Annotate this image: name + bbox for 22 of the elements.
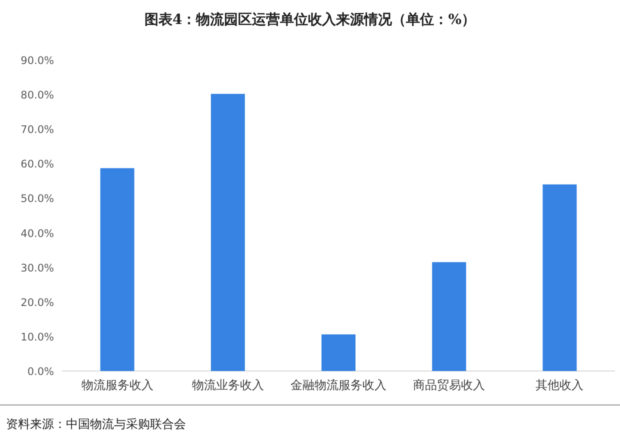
bar bbox=[542, 184, 577, 371]
y-tick-label: 10.0% bbox=[20, 331, 54, 344]
x-tick-label: 其他收入 bbox=[536, 378, 584, 392]
x-tick-label: 商品贸易收入 bbox=[413, 378, 486, 392]
x-tick-label: 物流服务收入 bbox=[81, 378, 154, 392]
y-tick-label: 40.0% bbox=[20, 228, 54, 240]
y-tick-label: 80.0% bbox=[20, 90, 54, 102]
chart-title: 图表4：物流园区运营单位收入来源情况（单位：%） bbox=[144, 11, 476, 28]
y-tick-label: 50.0% bbox=[20, 193, 54, 206]
y-tick-label: 0.0% bbox=[27, 366, 54, 378]
y-tick-label: 30.0% bbox=[20, 262, 54, 274]
y-tick-label: 70.0% bbox=[20, 124, 54, 136]
x-tick-label: 物流业务收入 bbox=[192, 378, 264, 392]
y-tick-label: 60.0% bbox=[20, 158, 54, 171]
bar bbox=[210, 94, 245, 371]
bar bbox=[100, 168, 134, 371]
bar bbox=[432, 262, 466, 371]
bar bbox=[322, 334, 356, 371]
text: 资料来源：中国物流与采购联合会 bbox=[6, 417, 186, 431]
y-tick-label: 20.0% bbox=[20, 296, 54, 309]
x-tick-label: 金融物流服务收入 bbox=[290, 378, 386, 392]
y-tick-label: 90.0% bbox=[20, 55, 54, 67]
